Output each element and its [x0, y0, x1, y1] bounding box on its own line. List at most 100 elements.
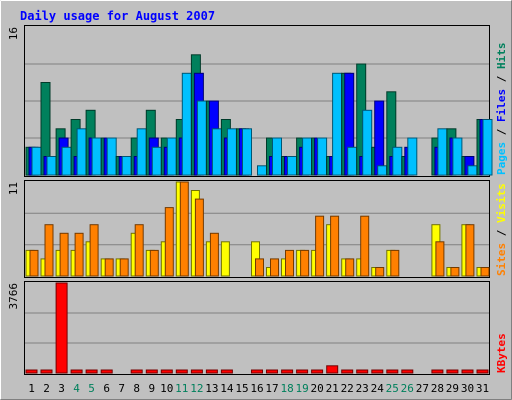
bar-kbytes-day-29 — [446, 369, 459, 374]
bar-kbytes-day-18 — [281, 369, 294, 374]
legend-label: Hits — [495, 43, 508, 70]
bar-pages-day-2 — [46, 156, 57, 176]
x-tick-label: 9 — [148, 382, 155, 395]
side-legend: KBytes — [495, 333, 508, 373]
x-tick-label: 16 — [250, 382, 263, 395]
bar-kbytes-day-14 — [220, 369, 233, 374]
y-max-label: 3766 — [7, 283, 20, 310]
bar-sites-day-21 — [330, 215, 340, 277]
bar-kbytes-day-26 — [401, 369, 414, 374]
bar-sites-day-2 — [44, 224, 54, 277]
bar-kbytes-day-6 — [100, 369, 113, 374]
bar-pages-day-14 — [226, 128, 237, 176]
x-tick-label: 21 — [326, 382, 339, 395]
bar-kbytes-day-9 — [145, 369, 158, 374]
bar-sites-day-4 — [74, 232, 84, 277]
bars-bottom — [25, 282, 489, 374]
x-tick-label: 12 — [190, 382, 203, 395]
y-max-label: 11 — [7, 182, 20, 195]
bar-kbytes-day-20 — [311, 369, 324, 374]
x-tick-label: 22 — [341, 382, 354, 395]
bar-pages-day-30 — [467, 165, 478, 176]
bar-visits-day-14 — [220, 241, 230, 277]
svg-text:KBytes: KBytes — [495, 333, 508, 373]
legend-label: Files — [495, 89, 508, 122]
bar-pages-day-7 — [121, 156, 132, 176]
bar-sites-day-7 — [119, 258, 129, 277]
x-tick-label: 10 — [160, 382, 173, 395]
bar-pages-day-22 — [347, 146, 358, 176]
x-tick-label: 14 — [220, 382, 234, 395]
bar-sites-day-17 — [270, 258, 279, 277]
bar-sites-day-16 — [255, 258, 264, 277]
legend-label: Pages — [495, 142, 508, 175]
x-tick-label: 17 — [265, 382, 278, 395]
bar-pages-day-28 — [437, 128, 448, 176]
bar-sites-day-12 — [194, 198, 204, 277]
bar-kbytes-day-11 — [175, 369, 188, 374]
bar-sites-day-31 — [480, 267, 490, 277]
bar-sites-day-20 — [315, 215, 325, 277]
bar-pages-day-29 — [452, 137, 463, 176]
bar-pages-day-5 — [91, 137, 102, 176]
x-tick-label: 3 — [58, 382, 65, 395]
legend-label: Sites — [495, 243, 508, 276]
bar-pages-day-16 — [257, 165, 267, 176]
side-legend: Sites / Visits — [495, 183, 508, 276]
legend-separator: / — [495, 69, 508, 89]
legend-separator: / — [495, 122, 508, 142]
bar-sites-day-19 — [300, 249, 310, 277]
bar-sites-day-23 — [360, 215, 370, 277]
x-tick-label: 7 — [118, 382, 125, 395]
bar-sites-day-18 — [285, 249, 294, 277]
x-tick-label: 23 — [356, 382, 369, 395]
bar-pages-day-17 — [272, 137, 282, 176]
bar-sites-day-8 — [134, 224, 144, 277]
bar-pages-day-3 — [61, 146, 72, 176]
bar-pages-day-8 — [136, 128, 147, 176]
bar-sites-day-29 — [450, 267, 460, 277]
x-tick-label: 20 — [310, 382, 323, 395]
svg-text:Pages / Files / Hits: Pages / Files / Hits — [495, 43, 508, 176]
bar-kbytes-day-21 — [326, 365, 339, 374]
x-tick-label: 25 — [386, 382, 399, 395]
bar-kbytes-day-3 — [55, 282, 68, 374]
bar-sites-day-24 — [375, 267, 385, 277]
x-tick-label: 29 — [446, 382, 459, 395]
x-tick-label: 26 — [401, 382, 414, 395]
legend-label: KBytes — [495, 333, 508, 373]
bar-sites-day-11 — [179, 181, 189, 277]
x-tick-label: 13 — [205, 382, 218, 395]
x-tick-label: 27 — [416, 382, 429, 395]
panel-top: 16 Pages / Files / Hits — [7, 25, 508, 177]
x-tick-label: 8 — [133, 382, 140, 395]
bar-sites-day-30 — [465, 224, 475, 277]
bar-pages-day-25 — [392, 146, 403, 176]
bar-pages-day-4 — [76, 128, 87, 176]
x-tick-label: 15 — [235, 382, 248, 395]
chart-title: Daily usage for August 2007 — [20, 9, 215, 23]
x-tick-label: 28 — [431, 382, 444, 395]
bar-pages-day-15 — [242, 128, 252, 176]
bar-kbytes-day-28 — [431, 369, 444, 374]
bar-kbytes-day-4 — [70, 369, 83, 374]
bar-sites-day-9 — [149, 249, 159, 277]
x-tick-label: 4 — [73, 382, 80, 395]
x-tick-label: 30 — [461, 382, 474, 395]
bar-sites-day-22 — [345, 258, 355, 277]
bar-pages-day-11 — [181, 72, 192, 176]
x-tick-label: 2 — [43, 382, 50, 395]
bar-kbytes-day-2 — [40, 369, 53, 374]
x-tick-label: 6 — [103, 382, 110, 395]
bar-kbytes-day-23 — [356, 369, 369, 374]
legend-label: Visits — [495, 183, 508, 223]
bars-top — [25, 54, 493, 176]
x-tick-label: 24 — [371, 382, 385, 395]
bar-pages-day-23 — [362, 109, 373, 176]
bar-kbytes-day-16 — [251, 369, 263, 374]
bar-kbytes-day-31 — [476, 369, 489, 374]
panel-bottom: 3766 KBytes — [7, 281, 508, 375]
bar-pages-day-24 — [377, 165, 388, 176]
bar-sites-day-13 — [209, 232, 219, 277]
